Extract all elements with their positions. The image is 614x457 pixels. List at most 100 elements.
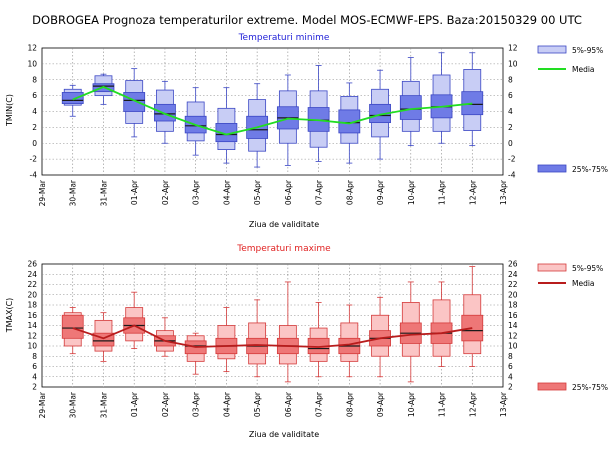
tmax-y-tick-label-right: 18 [508,301,518,310]
tmin-y-tick-label-left: 10 [27,59,37,68]
tmin-x-tick-label: 04-Apr [222,179,231,205]
tmax-y-tick-label-left: 20 [27,290,37,299]
tmax-y-tick-label-right: 26 [508,260,518,269]
tmax-y-tick-label-left: 8 [32,352,37,361]
tmin-legend-label-25-75: 25%-75% [572,165,608,174]
tmax-legend-label-25-75: 25%-75% [572,383,608,392]
tmin-y-tick-label-left: 6 [32,91,37,100]
tmax-y-tick-label-right: 20 [508,290,518,299]
tmax-x-tick-label: 09-Apr [376,391,385,417]
tmax-legend: 5%-95% Media 25%-75% [537,263,608,392]
tmax-x-label: Ziua de validitate [249,430,319,439]
tmax-x-tick-label: 30-Mar [69,391,78,418]
tmin-title: Temperaturi minime [238,33,330,43]
tmax-media-line [72,324,473,348]
tmax-y-tick-label-right: 24 [508,270,518,279]
tmax-x-tick-label: 11-Apr [438,391,447,417]
tmax-y-tick-label-right: 14 [508,321,518,330]
tmax-y-tick-label-right: 4 [508,372,513,381]
tmax-title: Temperaturi maxime [236,244,331,254]
tmax-y-tick-label-right: 8 [508,352,513,361]
tmin-x-tick-label: 29-Mar [38,179,47,206]
tmin-media-line [72,85,473,136]
tmax-x-tick-label: 03-Apr [192,391,201,417]
tmax-x-tick-label: 05-Apr [253,391,262,417]
tmax-x-tick-label: 06-Apr [284,391,293,417]
tmin-y-tick-label-left: -2 [30,155,38,164]
tmax-x-tick-label: 02-Apr [161,391,170,417]
tmax-legend-swatch-25-75 [537,382,567,391]
tmax-y-tick-label-left: 10 [27,342,37,351]
tmin-box-25-75 [461,91,484,116]
tmin-x-tick-label: 31-Mar [99,179,108,206]
tmin-box-25-75 [154,103,176,122]
tmin-legend-label-5-95: 5%-95% [572,46,603,55]
tmin-legend-swatch-5-95 [537,45,567,54]
tmin-y-tick-label-left: 4 [32,107,37,116]
tmin-box-25-75 [123,92,146,112]
tmax-legend-swatch-5-95 [537,263,567,272]
tmin-panel: Temperaturi minime TMIN(C) Ziua de valid… [5,33,608,229]
main-title: DOBROGEA Prognoza temperaturilor extreme… [32,13,582,27]
tmin-x-tick-label: 13-Apr [499,179,508,205]
tmax-y-tick-label-left: 4 [32,372,37,381]
tmin-x-label: Ziua de validitate [249,220,319,229]
tmax-y-label: TMAX(C) [5,298,14,334]
tmax-y-tick-label-left: 14 [27,321,37,330]
tmin-y-tick-label-left: 8 [32,75,37,84]
tmin-legend: 5%-95% Media 25%-75% [537,45,608,174]
tmax-y-tick-label-right: 2 [508,383,513,392]
tmin-x-tick-label: 05-Apr [253,179,262,205]
tmax-y-tick-label-left: 16 [27,311,37,320]
tmin-legend-swatch-25-75 [537,164,567,173]
tmax-y-tick-label-left: 24 [27,270,37,279]
tmax-x-tick-label: 04-Apr [222,391,231,417]
tmax-legend-label-media: Media [572,279,595,288]
tmax-x-tick-label: 29-Mar [38,391,47,418]
tmax-y-tick-label-right: 12 [508,331,518,340]
tmin-box-25-75 [61,92,84,104]
tmax-y-tick-label-right: 16 [508,311,518,320]
tmin-y-tick-label-right: 8 [508,75,513,84]
tmin-x-tick-label: 11-Apr [438,179,447,205]
tmin-x-tick-label: 03-Apr [192,179,201,205]
tmax-y-tick-label-left: 26 [27,260,37,269]
tmax-y-tick-label-right: 10 [508,342,518,351]
tmin-y-tick-label-right: -4 [508,171,516,180]
tmin-y-tick-label-right: 10 [508,59,518,68]
tmin-x-tick-label: 06-Apr [284,179,293,205]
tmin-y-tick-label-right: 2 [508,123,513,132]
tmin-x-tick-label: 01-Apr [130,179,139,205]
tmin-x-tick-label: 12-Apr [468,179,477,205]
tmin-x-tick-label: 10-Apr [407,179,416,205]
tmin-x-tick-label: 30-Mar [69,179,78,206]
tmax-x-tick-label: 08-Apr [345,391,354,417]
tmax-y-tick-label-left: 18 [27,301,37,310]
tmax-x-tick-label: 31-Mar [99,391,108,418]
tmax-x-tick-label: 10-Apr [407,391,416,417]
tmin-x-tick-label: 02-Apr [161,179,170,205]
tmin-y-tick-label-right: 0 [508,139,513,148]
tmin-x-tick-label: 07-Apr [315,179,324,205]
tmin-y-label: TMIN(C) [5,94,14,127]
tmin-y-tick-label-right: 4 [508,107,513,116]
tmin-y-tick-label-left: 12 [27,44,37,53]
tmin-x-tick-label: 09-Apr [376,179,385,205]
tmin-y-tick-label-right: -2 [508,155,516,164]
tmax-y-tick-label-left: 12 [27,331,37,340]
tmin-y-tick-label-left: -4 [30,171,38,180]
tmax-y-tick-label-left: 2 [32,383,37,392]
tmin-box-25-75 [399,95,422,120]
tmax-x-tick-label: 01-Apr [130,391,139,417]
tmax-x-tick-label: 13-Apr [499,391,508,417]
tmin-y-tick-label-left: 2 [32,123,37,132]
tmin-x-tick-label: 08-Apr [345,179,354,205]
tmax-legend-label-5-95: 5%-95% [572,264,603,273]
tmax-x-tick-label: 12-Apr [468,391,477,417]
tmax-y-tick-label-left: 6 [32,362,37,371]
tmax-y-tick-label-right: 22 [508,280,518,289]
tmin-legend-label-media: Media [572,65,595,74]
tmax-y-tick-label-right: 6 [508,362,513,371]
